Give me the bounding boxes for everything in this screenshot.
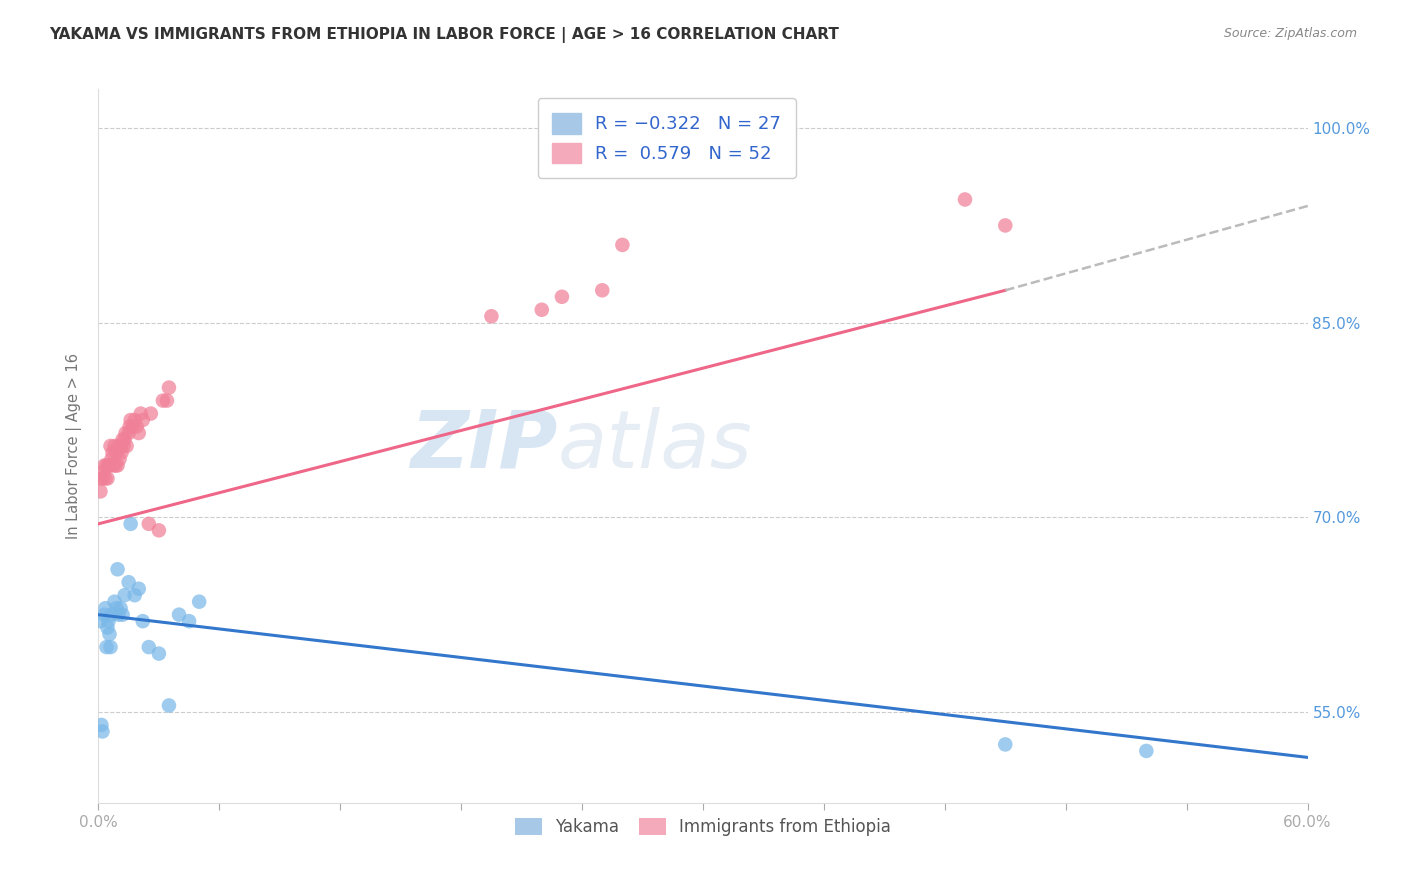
Point bbox=[124, 588, 146, 602]
Point bbox=[91, 724, 114, 739]
Point bbox=[103, 595, 125, 609]
Point bbox=[97, 458, 120, 473]
Point bbox=[121, 419, 143, 434]
Point bbox=[94, 471, 117, 485]
Point bbox=[114, 433, 136, 447]
Text: Source: ZipAtlas.com: Source: ZipAtlas.com bbox=[1223, 27, 1357, 40]
Point bbox=[114, 588, 136, 602]
Point bbox=[179, 614, 201, 628]
Point bbox=[551, 290, 574, 304]
Point bbox=[118, 419, 141, 434]
Point bbox=[96, 471, 118, 485]
Y-axis label: In Labor Force | Age > 16: In Labor Force | Age > 16 bbox=[66, 353, 83, 539]
Point bbox=[107, 607, 129, 622]
Point bbox=[111, 433, 134, 447]
Point bbox=[96, 458, 118, 473]
Point bbox=[132, 413, 155, 427]
Point bbox=[110, 439, 132, 453]
Point bbox=[94, 601, 117, 615]
Point bbox=[148, 524, 170, 538]
Point bbox=[128, 582, 150, 596]
Point bbox=[110, 445, 132, 459]
Point bbox=[125, 419, 148, 434]
Text: YAKAMA VS IMMIGRANTS FROM ETHIOPIA IN LABOR FORCE | AGE > 16 CORRELATION CHART: YAKAMA VS IMMIGRANTS FROM ETHIOPIA IN LA… bbox=[49, 27, 839, 43]
Text: ZIP: ZIP bbox=[411, 407, 558, 485]
Point bbox=[100, 452, 122, 467]
Point bbox=[105, 445, 128, 459]
Point bbox=[93, 465, 115, 479]
Point bbox=[90, 718, 112, 732]
Point bbox=[139, 407, 162, 421]
Point bbox=[103, 458, 125, 473]
Point bbox=[148, 647, 170, 661]
Point bbox=[107, 458, 129, 473]
Point bbox=[120, 413, 142, 427]
Point bbox=[994, 219, 1017, 233]
Point bbox=[132, 614, 155, 628]
Point bbox=[481, 310, 503, 324]
Point bbox=[994, 738, 1017, 752]
Point bbox=[118, 425, 141, 440]
Point bbox=[98, 458, 121, 473]
Point bbox=[100, 439, 122, 453]
Point bbox=[101, 445, 124, 459]
Point bbox=[167, 607, 190, 622]
Point bbox=[96, 621, 118, 635]
Point bbox=[128, 425, 150, 440]
Point bbox=[953, 193, 976, 207]
Point bbox=[103, 439, 125, 453]
Point bbox=[96, 640, 118, 654]
Point bbox=[129, 407, 152, 421]
Point bbox=[89, 614, 111, 628]
Point bbox=[89, 484, 111, 499]
Point bbox=[118, 575, 141, 590]
Point bbox=[188, 595, 211, 609]
Point bbox=[111, 607, 134, 622]
Text: atlas: atlas bbox=[558, 407, 752, 485]
Point bbox=[91, 471, 114, 485]
Point bbox=[591, 283, 613, 297]
Point bbox=[107, 439, 129, 453]
Point bbox=[157, 698, 180, 713]
Point bbox=[612, 238, 634, 252]
Point bbox=[108, 452, 131, 467]
Point bbox=[100, 607, 122, 622]
Legend: Yakama, Immigrants from Ethiopia: Yakama, Immigrants from Ethiopia bbox=[506, 810, 900, 845]
Point bbox=[98, 627, 121, 641]
Point bbox=[104, 458, 127, 473]
Point bbox=[152, 393, 174, 408]
Point bbox=[110, 601, 132, 615]
Point bbox=[93, 607, 115, 622]
Point bbox=[105, 601, 128, 615]
Point bbox=[90, 471, 112, 485]
Point bbox=[138, 640, 160, 654]
Point bbox=[1135, 744, 1157, 758]
Point bbox=[157, 381, 180, 395]
Point bbox=[115, 439, 138, 453]
Point bbox=[138, 516, 160, 531]
Point bbox=[530, 302, 553, 317]
Point bbox=[93, 458, 115, 473]
Point bbox=[100, 640, 122, 654]
Point bbox=[97, 614, 120, 628]
Point bbox=[114, 425, 136, 440]
Point bbox=[156, 393, 179, 408]
Point bbox=[120, 516, 142, 531]
Point bbox=[107, 562, 129, 576]
Point bbox=[124, 413, 146, 427]
Point bbox=[112, 439, 135, 453]
